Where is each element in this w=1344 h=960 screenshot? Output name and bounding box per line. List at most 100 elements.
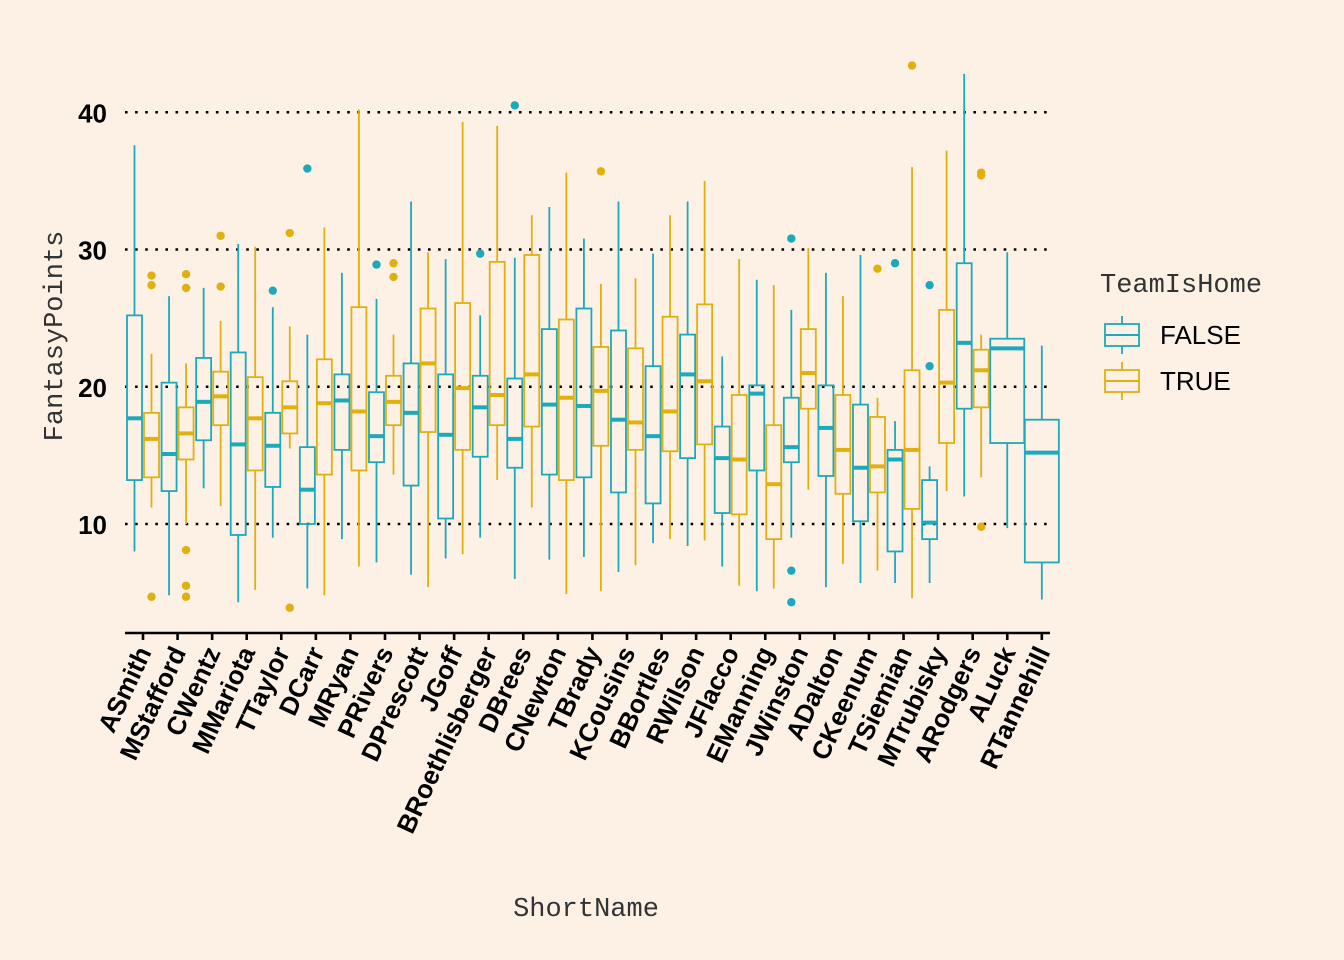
box-false bbox=[921, 280, 939, 584]
box-false bbox=[333, 272, 351, 540]
box-body bbox=[592, 346, 610, 447]
box-true bbox=[350, 109, 368, 567]
box-body bbox=[834, 394, 852, 495]
outlier-point bbox=[890, 259, 900, 268]
outlier-point bbox=[787, 234, 796, 243]
box-false bbox=[852, 254, 869, 584]
box-body bbox=[246, 376, 264, 472]
box-false bbox=[298, 164, 316, 589]
outlier-point bbox=[268, 286, 277, 295]
y-axis-ticks: 10 20 30 40 bbox=[78, 98, 107, 540]
box-false bbox=[886, 259, 904, 584]
legend-label: TRUE bbox=[1160, 366, 1231, 396]
y-tick-label: 10 bbox=[78, 510, 107, 540]
legend-label: FALSE bbox=[1160, 320, 1241, 350]
box-true bbox=[661, 215, 679, 540]
box-body bbox=[921, 479, 939, 540]
box-body bbox=[610, 329, 627, 494]
y-tick-label: 30 bbox=[78, 236, 107, 266]
box-true bbox=[592, 167, 610, 592]
y-axis-title: FantasyPoints bbox=[41, 231, 71, 442]
box-true bbox=[143, 271, 160, 601]
legend-item-false: FALSE bbox=[1104, 316, 1241, 354]
box-body bbox=[627, 347, 644, 451]
outlier-point bbox=[216, 231, 225, 240]
outlier-point bbox=[181, 283, 191, 293]
outlier-point bbox=[181, 581, 191, 590]
y-tick-label: 20 bbox=[78, 373, 107, 403]
box-body bbox=[419, 307, 437, 433]
box-true bbox=[799, 248, 817, 490]
box-false bbox=[506, 101, 524, 579]
box-true bbox=[834, 296, 852, 564]
box-body bbox=[350, 306, 368, 472]
outlier-point bbox=[285, 228, 294, 238]
box-true bbox=[419, 252, 437, 588]
y-tick-label: 40 bbox=[78, 98, 107, 128]
box-body bbox=[264, 411, 282, 488]
box-body bbox=[903, 369, 921, 510]
box-false bbox=[126, 145, 143, 552]
outlier-point bbox=[303, 164, 312, 173]
box-false bbox=[644, 253, 662, 544]
outlier-point bbox=[925, 361, 934, 371]
box-true bbox=[938, 150, 956, 492]
box-false bbox=[989, 252, 1026, 529]
box-body bbox=[454, 302, 472, 451]
outlier-point bbox=[147, 280, 156, 290]
box-body bbox=[471, 374, 489, 458]
outlier-point bbox=[873, 264, 882, 273]
box-body bbox=[972, 348, 990, 409]
legend-items: FALSE TRUE bbox=[1104, 316, 1241, 400]
box-false bbox=[402, 201, 420, 575]
box-true bbox=[730, 259, 748, 586]
outlier-point bbox=[147, 592, 156, 601]
box-false bbox=[955, 73, 973, 497]
box-true bbox=[696, 180, 714, 541]
outlier-point bbox=[976, 522, 986, 531]
legend-title: TeamIsHome bbox=[1100, 271, 1262, 301]
box-false bbox=[368, 260, 385, 563]
box-true bbox=[765, 285, 783, 589]
box-false bbox=[610, 201, 627, 573]
box-body bbox=[817, 384, 835, 477]
outlier-point bbox=[787, 598, 796, 607]
box-body bbox=[989, 337, 1026, 444]
outlier-point bbox=[907, 61, 917, 70]
box-false bbox=[540, 206, 558, 560]
box-body bbox=[333, 373, 351, 451]
box-true bbox=[246, 246, 264, 590]
box-true bbox=[177, 270, 195, 601]
box-body bbox=[661, 315, 679, 453]
box-body bbox=[160, 381, 178, 492]
outlier-point bbox=[285, 603, 294, 612]
box-true bbox=[454, 121, 472, 555]
box-body bbox=[955, 262, 973, 410]
box-body bbox=[298, 446, 316, 525]
box-true bbox=[523, 215, 541, 508]
box-body bbox=[212, 370, 230, 427]
outlier-point bbox=[787, 566, 796, 575]
box-body bbox=[782, 396, 800, 464]
box-false bbox=[195, 287, 213, 489]
box-true bbox=[488, 125, 506, 481]
box-body bbox=[437, 373, 455, 520]
box-body bbox=[402, 362, 420, 487]
outlier-point bbox=[181, 545, 191, 555]
box-series bbox=[126, 61, 1060, 612]
box-true bbox=[627, 278, 644, 566]
box-body bbox=[506, 377, 524, 469]
box-false bbox=[160, 296, 178, 596]
box-body bbox=[748, 384, 766, 472]
box-false bbox=[817, 272, 835, 588]
box-body bbox=[1023, 418, 1060, 564]
box-body bbox=[713, 425, 731, 514]
box-false bbox=[713, 356, 731, 567]
box-body bbox=[540, 328, 558, 476]
box-true bbox=[281, 228, 299, 612]
x-axis-title: ShortName bbox=[513, 895, 659, 925]
box-true bbox=[972, 168, 990, 531]
box-body bbox=[696, 303, 714, 446]
box-true bbox=[869, 264, 886, 571]
